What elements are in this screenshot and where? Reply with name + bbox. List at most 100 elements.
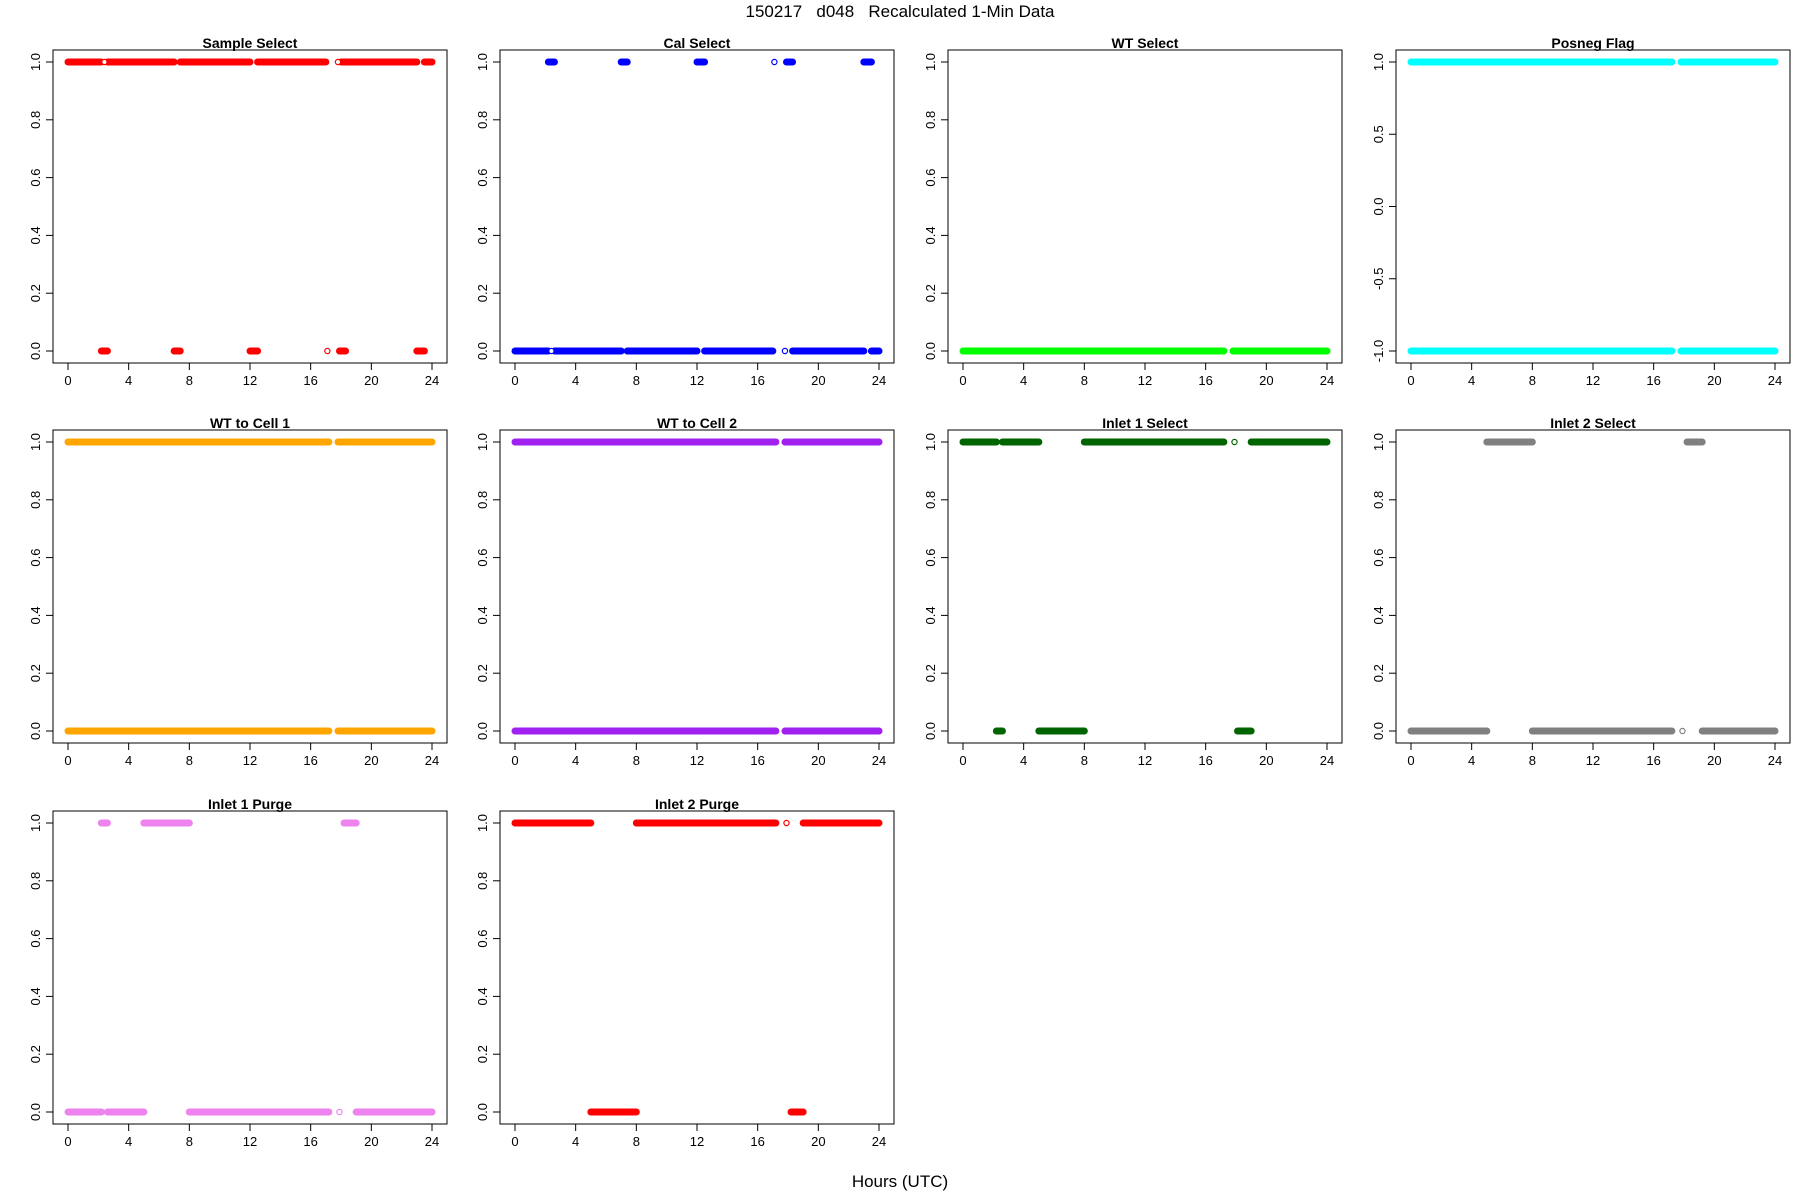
x-tick-label: 4	[1468, 753, 1475, 768]
x-tick-label: 20	[1259, 373, 1273, 388]
y-tick-label: 0.6	[475, 930, 490, 948]
y-tick-label: 0.6	[923, 549, 938, 567]
panel-title: Inlet 1 Select	[1102, 415, 1188, 431]
x-tick-label: 12	[1586, 753, 1600, 768]
y-tick-label: 0.0	[28, 722, 43, 740]
chart-panel: Posneg Flag 0 4 8 12 16 20 24 -1.0 -0.5 0.0 0.5 1.0	[1371, 35, 1791, 388]
panel-title: Cal Select	[664, 35, 731, 51]
panel-title: WT Select	[1112, 35, 1179, 51]
x-tick-label: 8	[1529, 753, 1536, 768]
panel-title: Inlet 2 Select	[1550, 415, 1636, 431]
y-tick-label: 0.0	[475, 1103, 490, 1121]
chart-panel: Inlet 1 Purge 0 4 8 12 16 20 24 0.0 0.2 0.4 0.6 0.8 1…	[28, 796, 448, 1149]
y-tick-label: 1.0	[475, 53, 490, 71]
y-tick-label: 0.0	[923, 722, 938, 740]
x-tick-label: 20	[1259, 753, 1273, 768]
panel-title: Sample Select	[203, 35, 298, 51]
plot-frame	[52, 810, 448, 1125]
x-tick-label: 24	[872, 1134, 886, 1149]
x-tick-label: 4	[125, 373, 132, 388]
y-tick-label: 0.6	[28, 169, 43, 187]
x-tick-label: 0	[959, 373, 966, 388]
y-tick-label: 0.8	[475, 491, 490, 509]
y-tick-label: 0.0	[28, 1103, 43, 1121]
y-tick-label: 0.4	[28, 987, 43, 1005]
plot-frame	[1395, 429, 1791, 744]
x-tick-label: 0	[511, 373, 518, 388]
y-tick-label: 0.4	[923, 226, 938, 244]
x-tick-label: 24	[1320, 753, 1334, 768]
x-tick-label: 0	[1407, 373, 1414, 388]
x-tick-label: 12	[243, 373, 257, 388]
y-tick-label: 0.6	[923, 169, 938, 187]
data-point	[771, 58, 778, 66]
y-tick-label: 0.4	[923, 606, 938, 624]
x-tick-label: 4	[125, 753, 132, 768]
panel-title: WT to Cell 1	[210, 415, 290, 431]
y-tick-label: 1.0	[923, 53, 938, 71]
x-tick-label: 4	[572, 1134, 579, 1149]
x-tick-label: 0	[1407, 753, 1414, 768]
x-tick-label: 8	[633, 1134, 640, 1149]
plot-frame	[52, 429, 448, 744]
y-tick-label: 1.0	[28, 53, 43, 71]
x-tick-label: 24	[872, 753, 886, 768]
x-tick-label: 4	[572, 373, 579, 388]
y-tick-label: 0.4	[475, 987, 490, 1005]
x-tick-label: 12	[243, 753, 257, 768]
x-tick-label: 16	[750, 373, 764, 388]
data-point	[781, 347, 789, 355]
x-tick-label: 12	[243, 1134, 257, 1149]
data-point	[101, 58, 108, 66]
data-point	[548, 347, 555, 355]
plot-frame	[947, 429, 1343, 744]
x-tick-label: 20	[811, 373, 825, 388]
y-tick-label: 0.0	[28, 342, 43, 360]
x-tick-label: 24	[425, 1134, 439, 1149]
y-tick-label: 0.8	[475, 111, 490, 129]
x-tick-label: 4	[1020, 753, 1027, 768]
y-tick-label: 0.2	[475, 284, 490, 302]
x-tick-label: 16	[1646, 753, 1660, 768]
y-tick-label: 0.6	[1371, 549, 1386, 567]
chart-panel: WT Select 0 4 8 12 16 20 24 0.0 0.2 0.4 0.6 0.8 1.0	[923, 35, 1343, 388]
x-tick-label: 20	[364, 753, 378, 768]
x-tick-label: 12	[690, 373, 704, 388]
x-tick-label: 4	[572, 753, 579, 768]
chart-panel: WT to Cell 2 0 4 8 12 16 20 24 0.0 0.2 0.4 0.6 0.8 1.…	[475, 415, 895, 768]
panel-title: Inlet 1 Purge	[208, 796, 292, 812]
x-tick-label: 4	[1020, 373, 1027, 388]
y-tick-label: 0.8	[28, 491, 43, 509]
y-tick-label: 0.0	[923, 342, 938, 360]
y-tick-label: 1.0	[28, 433, 43, 451]
panel-title: WT to Cell 2	[657, 415, 737, 431]
y-tick-label: 0.8	[28, 111, 43, 129]
y-tick-label: -0.5	[1371, 268, 1386, 290]
data-point	[1679, 727, 1686, 735]
chart-panel: Sample Select 0 4 8 12 16 20 24 0.0 0.2 0.4 0.6 0.8 1…	[28, 35, 448, 388]
x-tick-label: 24	[1768, 753, 1782, 768]
x-tick-label: 0	[511, 1134, 518, 1149]
y-tick-label: 0.4	[28, 606, 43, 624]
x-tick-label: 8	[186, 1134, 193, 1149]
x-tick-label: 8	[633, 373, 640, 388]
y-tick-label: 0.8	[475, 872, 490, 890]
x-tick-label: 8	[186, 753, 193, 768]
plot-frame	[947, 49, 1343, 364]
x-tick-label: 20	[1707, 373, 1721, 388]
x-tick-label: 20	[1707, 753, 1721, 768]
x-axis-title: Hours (UTC)	[851, 1172, 949, 1191]
panel-title: Posneg Flag	[1551, 35, 1634, 51]
y-tick-label: 0.2	[1371, 664, 1386, 682]
y-tick-label: 0.4	[475, 606, 490, 624]
x-tick-label: 4	[125, 1134, 132, 1149]
chart-panel: Inlet 2 Purge 0 4 8 12 16 20 24 0.0 0.2 0.4 0.6 0.8 1…	[475, 796, 895, 1149]
data-point	[783, 819, 790, 827]
y-tick-label: -1.0	[1371, 340, 1386, 362]
x-tick-label: 12	[690, 753, 704, 768]
x-tick-label: 16	[1646, 373, 1660, 388]
x-tick-label: 16	[1198, 753, 1212, 768]
y-tick-label: 0.0	[475, 722, 490, 740]
x-tick-label: 0	[64, 753, 71, 768]
